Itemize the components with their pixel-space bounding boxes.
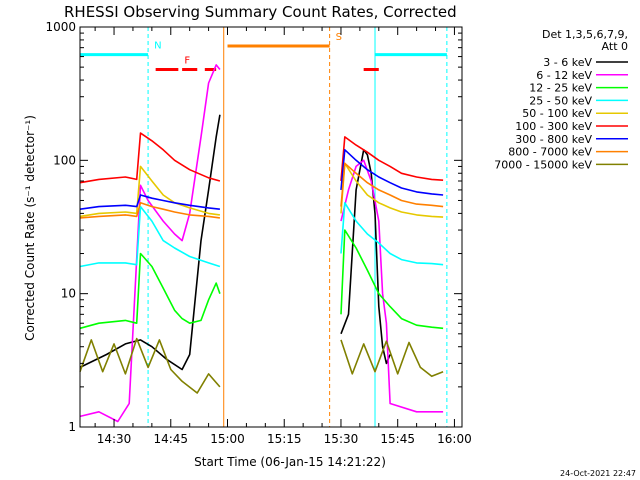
legend-label-7: 800 - 7000 keV (508, 146, 592, 159)
x-tick-label-1: 14:45 (153, 432, 188, 446)
y-tick-label-3: 1000 (45, 20, 76, 34)
legend-label-5: 100 - 300 keV (515, 120, 592, 133)
legend-label-6: 300 - 800 keV (515, 133, 592, 146)
legend-label-2: 12 - 25 keV (529, 82, 592, 95)
x-tick-label-2: 15:00 (210, 432, 245, 446)
series-line-8-0 (79, 337, 221, 394)
series-line-1-1 (340, 159, 444, 413)
x-tick-label-3: 15:15 (267, 432, 302, 446)
legend-label-3: 25 - 50 keV (529, 94, 592, 107)
series-line-1-0 (79, 64, 221, 423)
legend-label-0: 3 - 6 keV (543, 56, 592, 69)
series-line-5-1 (340, 136, 444, 182)
series-line-7-0 (79, 202, 221, 219)
y-tick-label-2: 100 (53, 153, 76, 167)
plot-area: N F S 1 10 100 1000 14:30 14:45 15:00 15:15 15:30 15… (45, 20, 471, 446)
flag-label-s: S (336, 32, 342, 43)
x-tick-label-5: 15:45 (380, 432, 415, 446)
series-line-5-0 (79, 132, 221, 184)
series-line-8-1 (340, 339, 444, 378)
legend-label-8: 7000 - 15000 keV (494, 158, 592, 171)
series-line-6-0 (79, 194, 220, 210)
series-line-4-0 (79, 165, 221, 218)
legend-label-4: 50 - 100 keV (522, 107, 592, 120)
series-line-0-0 (79, 114, 221, 371)
series-line-2-0 (79, 252, 221, 330)
y-axis-label: Corrected Count Rate (s⁻¹ detector⁻¹) (23, 115, 37, 341)
plot-frame (79, 26, 463, 428)
x-tick-label-0: 14:30 (97, 432, 132, 446)
y-tick-label-0: 1 (68, 420, 76, 434)
series-line-6-1 (340, 149, 444, 196)
series-line-7-1 (340, 162, 444, 208)
x-tick-label-4: 15:30 (324, 432, 359, 446)
series-line-3-1 (340, 202, 444, 266)
legend-header-0: Det 1,3,5,6,7,9, (542, 28, 628, 41)
generation-timestamp: 24-Oct-2021 22:47 (560, 469, 636, 478)
series-line-2-1 (340, 229, 444, 330)
x-tick-label-6: 16:00 (437, 432, 472, 446)
legend-label-1: 6 - 12 keV (536, 69, 592, 82)
legend-header-1: Att 0 (602, 40, 628, 53)
series-line-0-1 (340, 149, 391, 365)
flag-label-f: F (184, 56, 190, 67)
y-tick-label-1: 10 (61, 287, 76, 301)
flag-label-n: N (154, 41, 161, 52)
chart-title: RHESSI Observing Summary Count Rates, Co… (64, 3, 457, 21)
series-line-3-0 (79, 205, 221, 268)
x-axis-label: Start Time (06-Jan-15 14:21:22) (194, 455, 386, 469)
series-line-4-1 (340, 162, 444, 218)
